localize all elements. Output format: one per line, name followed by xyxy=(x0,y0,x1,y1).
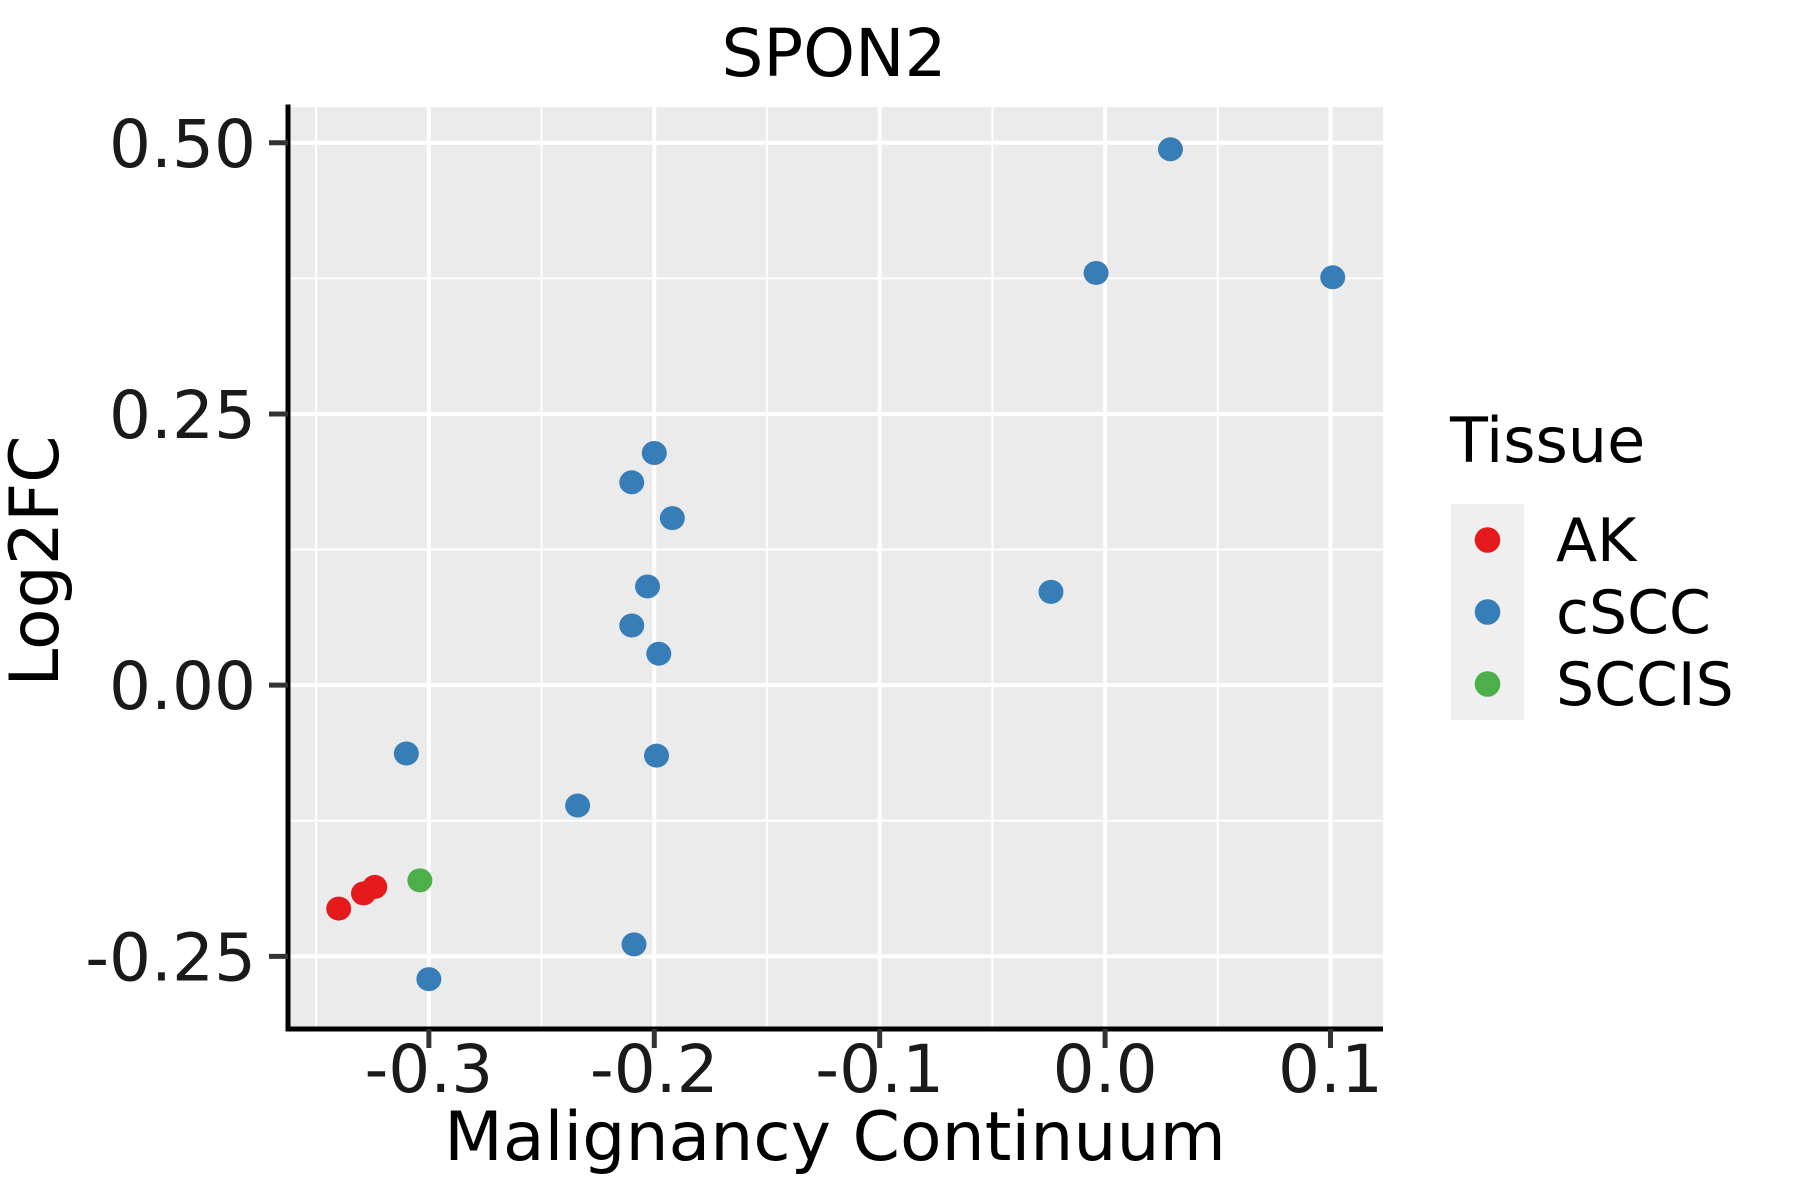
legend-swatch-sccis xyxy=(1474,671,1501,697)
data-point-cscc xyxy=(1038,579,1064,604)
major-gridlines xyxy=(288,107,1383,1029)
y-tick-label: -0.25 xyxy=(85,919,256,996)
data-point-cscc xyxy=(641,441,667,466)
data-point-cscc xyxy=(393,741,419,766)
x-tick-label: -0.1 xyxy=(815,1031,944,1108)
legend-title: Tissue xyxy=(1449,404,1645,477)
x-tick-label: 0.0 xyxy=(1053,1031,1158,1108)
y-tick-label: 0.25 xyxy=(109,377,256,454)
data-point-ak xyxy=(362,874,388,899)
minor-gridlines xyxy=(288,107,1383,1029)
data-point-cscc xyxy=(619,470,645,495)
y-axis-tick-labels: 0.50 0.25 0.00 -0.25 xyxy=(85,106,256,997)
data-point-cscc xyxy=(635,574,661,599)
legend: Tissue AK cSCC SCCIS xyxy=(1449,404,1734,720)
x-axis-title: Malignancy Continuum xyxy=(444,1098,1226,1177)
data-point-ak xyxy=(326,896,352,921)
y-axis-title: Log2FC xyxy=(0,435,75,686)
y-tick-label: 0.50 xyxy=(109,106,256,183)
x-axis-tick-labels: -0.3 -0.2 -0.1 0.0 0.1 xyxy=(364,1031,1382,1108)
plot-panel-background xyxy=(288,107,1383,1029)
data-point-cscc xyxy=(1320,265,1346,290)
x-tick-label: 0.1 xyxy=(1278,1031,1383,1108)
data-point-cscc xyxy=(621,932,647,957)
data-point-cscc xyxy=(619,613,645,638)
data-point-cscc xyxy=(1083,260,1109,285)
x-tick-label: -0.3 xyxy=(364,1031,493,1108)
plot-title: SPON2 xyxy=(721,15,946,92)
data-point-cscc xyxy=(644,743,670,768)
axis-tick-marks xyxy=(269,140,1333,1048)
legend-label-sccis: SCCIS xyxy=(1556,650,1734,720)
legend-label-ak: AK xyxy=(1556,506,1638,576)
data-point-cscc xyxy=(565,793,591,818)
legend-label-cscc: cSCC xyxy=(1556,578,1711,648)
data-points-layer xyxy=(326,137,1346,992)
data-point-sccis xyxy=(407,868,433,893)
x-tick-label: -0.2 xyxy=(590,1031,719,1108)
legend-swatch-ak xyxy=(1474,527,1501,553)
data-point-cscc xyxy=(416,967,442,992)
data-point-cscc xyxy=(1157,137,1183,162)
legend-swatch-cscc xyxy=(1474,599,1501,625)
data-point-cscc xyxy=(646,641,672,666)
data-point-cscc xyxy=(659,506,685,531)
y-tick-label: 0.00 xyxy=(109,648,256,725)
